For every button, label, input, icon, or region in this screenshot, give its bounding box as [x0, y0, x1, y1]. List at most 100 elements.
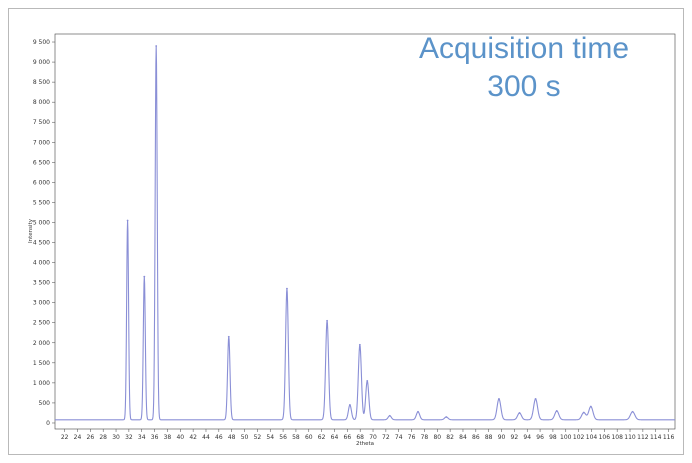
- y-tick-label: 6 000: [33, 179, 50, 186]
- y-tick-label: 4 500: [33, 240, 50, 247]
- x-tick-label: 22: [61, 434, 69, 441]
- y-tick-label: 1 500: [33, 360, 50, 367]
- peak-point: [498, 398, 500, 400]
- y-tick-label: 5 500: [33, 199, 50, 206]
- y-tick-label: 500: [39, 400, 51, 407]
- x-tick-label: 26: [87, 434, 95, 441]
- annotation-line-2: 300 s: [487, 70, 561, 103]
- y-axis-label: Intensity: [28, 218, 34, 243]
- x-tick-label: 42: [189, 434, 197, 441]
- x-tick-label: 74: [395, 434, 403, 441]
- x-tick-label: 76: [408, 434, 416, 441]
- x-tick-label: 72: [382, 434, 390, 441]
- x-tick-label: 96: [536, 434, 544, 441]
- x-tick-label: 46: [215, 434, 223, 441]
- x-tick-label: 90: [498, 434, 506, 441]
- x-tick-label: 56: [279, 434, 287, 441]
- x-tick-label: 86: [472, 434, 480, 441]
- x-tick-label: 88: [485, 434, 493, 441]
- y-tick-label: 2 500: [33, 320, 50, 327]
- x-tick-label: 60: [305, 434, 313, 441]
- x-tick-label: 70: [369, 434, 377, 441]
- y-tick-label: 3 000: [33, 300, 50, 307]
- x-tick-label: 62: [318, 434, 326, 441]
- y-tick-label: 9 000: [33, 59, 50, 66]
- peak-point: [349, 404, 351, 406]
- y-tick-label: 6 500: [33, 159, 50, 166]
- x-tick-label: 68: [356, 434, 364, 441]
- x-tick-label: 116: [663, 434, 675, 441]
- x-tick-label: 52: [254, 434, 262, 441]
- y-tick-label: 0: [46, 420, 50, 427]
- x-tick-label: 102: [573, 434, 585, 441]
- peak-point: [417, 410, 419, 413]
- x-tick-label: 36: [151, 434, 159, 441]
- peak-point: [631, 410, 634, 413]
- x-tick-label: 54: [266, 434, 274, 441]
- x-tick-label: 66: [344, 434, 352, 441]
- diffraction-pattern-line: [54, 45, 676, 421]
- peak-point: [534, 398, 537, 400]
- x-tick-label: 106: [599, 434, 611, 441]
- y-tick-label: 5 000: [33, 219, 50, 226]
- peak-point: [388, 414, 391, 417]
- y-axis: 0 500 1 000 1 500 2 000 2 500 3 000 3 500 4 000 4…: [33, 39, 55, 427]
- peak-point: [589, 405, 592, 408]
- y-tick-label: 3 500: [33, 280, 50, 287]
- y-tick-label: 9 500: [33, 39, 50, 46]
- plot-border: [54, 33, 676, 430]
- y-tick-label: 8 000: [33, 99, 50, 106]
- x-tick-label: 100: [560, 434, 572, 441]
- peak-markers: [126, 45, 634, 418]
- x-axis-label: 2theta: [356, 441, 374, 447]
- x-tick-label: 108: [611, 434, 623, 441]
- x-tick-label: 94: [523, 434, 531, 441]
- x-tick-label: 112: [637, 434, 649, 441]
- peak-point: [326, 319, 328, 322]
- x-tick-label: 104: [586, 434, 598, 441]
- plot-area: [54, 33, 676, 430]
- x-tick-label: 32: [125, 434, 133, 441]
- acquisition-time-annotation: Acquisition time 300 s: [376, 30, 672, 106]
- x-tick-label: 28: [99, 434, 107, 441]
- x-tick-label: 30: [112, 434, 120, 441]
- peak-point: [366, 379, 369, 382]
- y-tick-label: 1 000: [33, 380, 50, 387]
- x-tick-label: 92: [511, 434, 519, 441]
- peak-point: [227, 335, 230, 338]
- x-tick-label: 82: [446, 434, 454, 441]
- annotation-line-1: Acquisition time: [418, 32, 630, 65]
- y-tick-label: 7 000: [33, 139, 50, 146]
- x-tick-label: 110: [624, 434, 636, 441]
- x-axis: 22 24 26 28 30 32 34 36 38 40 42 44 46 48 50 52 54 56 58 60…: [61, 429, 675, 441]
- x-tick-label: 24: [74, 434, 82, 441]
- x-tick-label: 34: [138, 434, 146, 441]
- x-tick-label: 48: [228, 434, 236, 441]
- y-tick-label: 7 500: [33, 119, 50, 126]
- x-tick-label: 84: [459, 434, 467, 441]
- x-tick-label: 78: [421, 434, 429, 441]
- x-tick-label: 98: [549, 434, 557, 441]
- x-tick-label: 114: [650, 434, 662, 441]
- y-tick-label: 8 500: [33, 79, 50, 86]
- x-tick-label: 50: [241, 434, 249, 441]
- x-tick-label: 38: [164, 434, 172, 441]
- x-tick-label: 40: [176, 434, 184, 441]
- peak-point: [143, 275, 146, 278]
- peak-point: [582, 411, 585, 414]
- peak-point: [555, 410, 558, 412]
- x-tick-label: 64: [331, 434, 339, 441]
- peak-point: [358, 343, 361, 346]
- x-tick-label: 80: [433, 434, 441, 441]
- chart-frame: [8, 8, 684, 455]
- peak-point: [518, 412, 521, 414]
- x-tick-label: 44: [202, 434, 210, 441]
- x-tick-label: 58: [292, 434, 300, 441]
- y-tick-label: 2 000: [33, 340, 50, 347]
- peak-point: [445, 416, 448, 418]
- peak-point: [126, 219, 129, 222]
- y-tick-label: 4 000: [33, 260, 50, 267]
- peak-point: [286, 287, 288, 290]
- peak-point: [155, 45, 158, 47]
